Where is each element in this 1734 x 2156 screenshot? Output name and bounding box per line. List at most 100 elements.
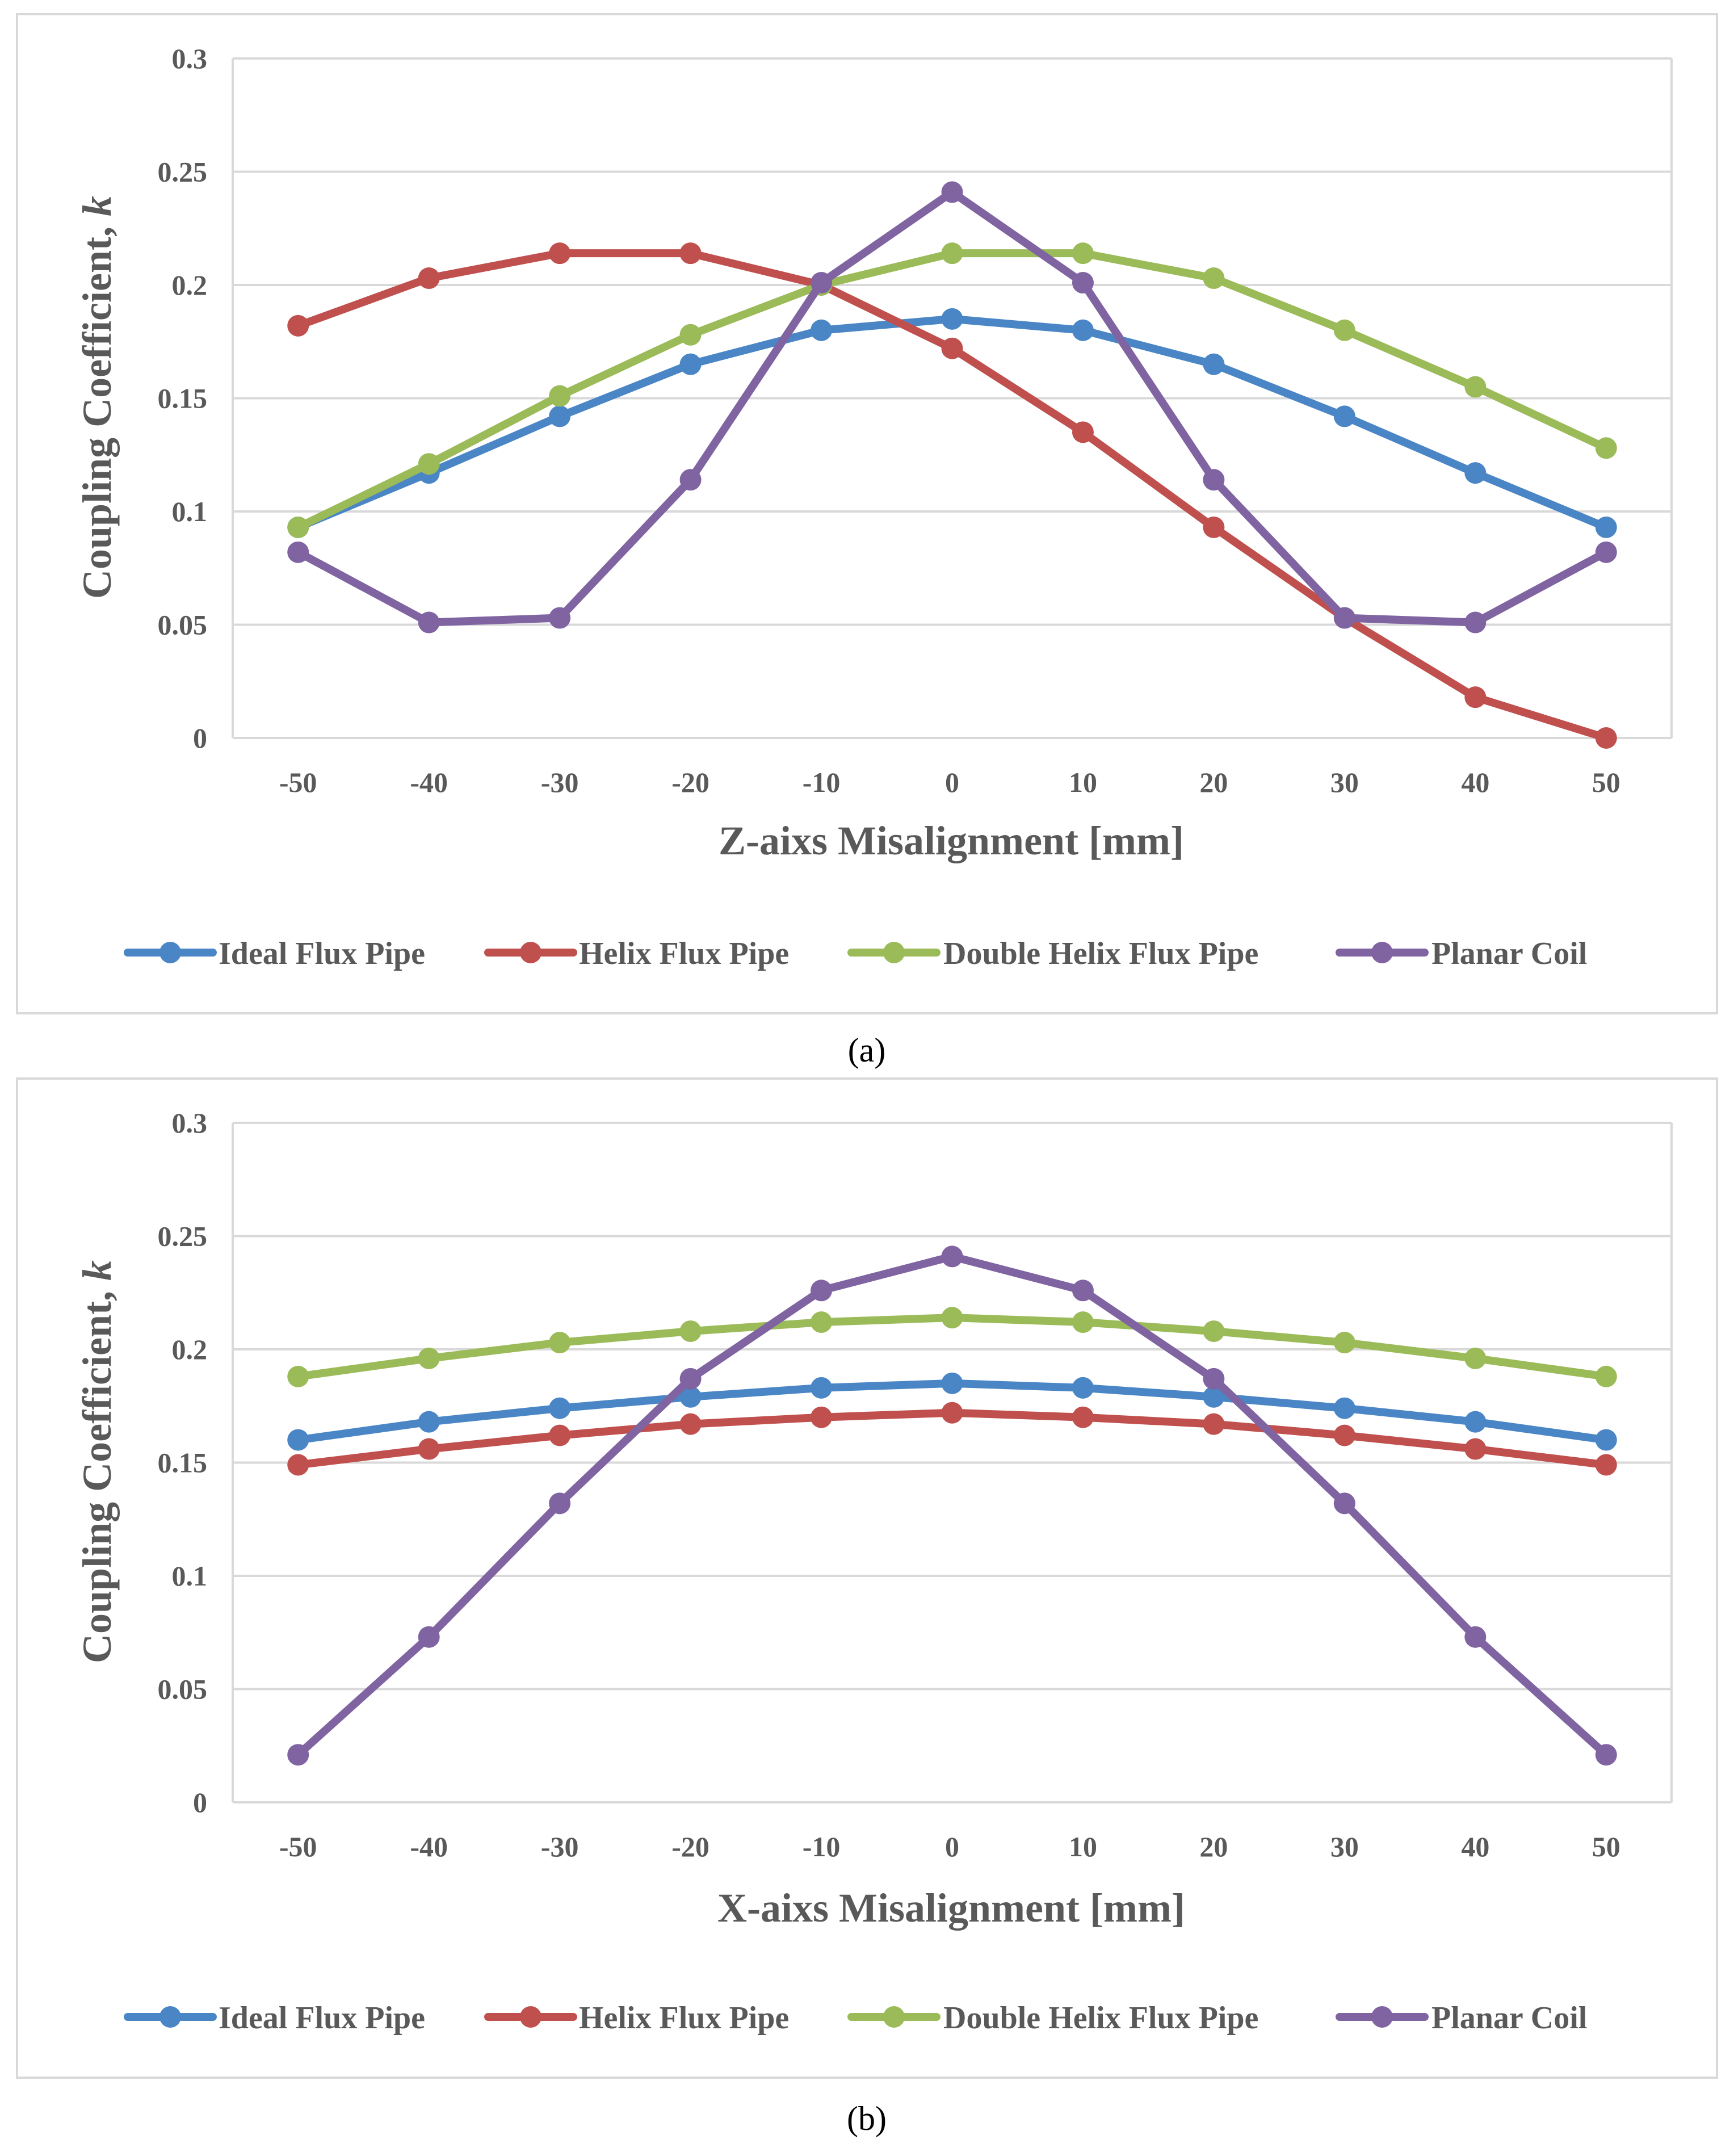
chart-b-data-point bbox=[1595, 1454, 1617, 1476]
chart-a-data-point bbox=[679, 242, 702, 265]
chart-a-data-point bbox=[1072, 319, 1094, 341]
chart-a-data-point bbox=[287, 516, 309, 538]
chart-b-data-point bbox=[1464, 1411, 1487, 1433]
chart-b-data-point bbox=[811, 1311, 833, 1333]
chart-a-data-point bbox=[1203, 267, 1225, 290]
chart-a-data-point bbox=[941, 337, 963, 359]
chart-a-data-point bbox=[1203, 469, 1225, 491]
chart-panel-b: 0 0.05 0.1 0.15 0.2 0.25 0.3 -50 -40 -30 -20 -10 0 1… bbox=[16, 1077, 1718, 2079]
chart-b-y-tick-label: 0.25 bbox=[158, 1220, 208, 1252]
chart-b-data-point bbox=[679, 1320, 702, 1343]
chart-a-y-ticks: 0 0.05 0.1 0.15 0.2 0.25 0.3 bbox=[158, 43, 208, 754]
chart-b-data-point bbox=[811, 1280, 833, 1302]
chart-a-data-point bbox=[1203, 353, 1225, 375]
chart-a-data-point bbox=[418, 453, 440, 475]
chart-b-x-tick-label: -20 bbox=[671, 1831, 709, 1863]
chart-a-x-tick-label: 30 bbox=[1330, 766, 1359, 798]
chart-b-data-point bbox=[1203, 1368, 1225, 1390]
chart-b-data-point bbox=[1595, 1744, 1617, 1766]
chart-a-x-tick-label: 10 bbox=[1069, 766, 1097, 798]
chart-b-data-point bbox=[1072, 1406, 1094, 1428]
chart-b-x-tick-label: 20 bbox=[1199, 1831, 1228, 1863]
chart-b-x-tick-label: 40 bbox=[1461, 1831, 1489, 1863]
chart-b-data-point bbox=[1333, 1332, 1355, 1354]
chart-a-x-tick-label: -40 bbox=[410, 766, 448, 798]
chart-b-x-tick-label: 0 bbox=[945, 1831, 959, 1863]
chart-a-legend-label: Planar Coil bbox=[1431, 936, 1587, 971]
chart-b-gridlines bbox=[232, 1122, 1673, 1803]
chart-b-legend-label: Planar Coil bbox=[1431, 2000, 1587, 2036]
chart-a-data-point bbox=[1464, 376, 1487, 398]
chart-a-data-point bbox=[1595, 541, 1617, 563]
chart-a-data-point bbox=[1203, 516, 1225, 538]
chart-b-data-point bbox=[418, 1347, 440, 1369]
chart-b-x-tick-label: 10 bbox=[1069, 1831, 1097, 1863]
chart-b-data-point bbox=[941, 1307, 963, 1329]
chart-a-data-point bbox=[1595, 437, 1617, 459]
chart-b-data-point bbox=[1333, 1397, 1355, 1419]
chart-b-x-tick-label: -10 bbox=[803, 1831, 841, 1863]
chart-a-x-tick-label: -10 bbox=[803, 766, 841, 798]
chart-b-data-point bbox=[549, 1332, 571, 1354]
chart-b-data-point bbox=[1203, 1386, 1225, 1408]
chart-b-y-tick-label: 0.15 bbox=[158, 1447, 208, 1479]
chart-a-y-tick-label: 0.2 bbox=[172, 269, 208, 301]
chart-a-legend-marker bbox=[1371, 942, 1393, 963]
chart-a-data-point bbox=[549, 607, 571, 629]
chart-b-legend-marker bbox=[520, 2006, 541, 2028]
chart-a-data-point bbox=[1333, 319, 1355, 341]
chart-a-data-point bbox=[1072, 421, 1094, 443]
chart-b-data-point bbox=[1203, 1413, 1225, 1435]
chart-b-legend-label: Helix Flux Pipe bbox=[579, 2000, 789, 2036]
chart-b-data-point bbox=[418, 1438, 440, 1460]
chart-a-legend-label: Ideal Flux Pipe bbox=[219, 936, 425, 971]
chart-a-x-tick-label: -30 bbox=[541, 766, 579, 798]
chart-a-y-tick-label: 0.05 bbox=[158, 609, 208, 641]
chart-a-x-ticks: -50 -40 -30 -20 -10 0 10 20 30 40 50 bbox=[279, 766, 1620, 798]
chart-a-data-point bbox=[1072, 242, 1094, 265]
chart-b-data-point bbox=[287, 1365, 309, 1387]
chart-a-data-point bbox=[811, 272, 833, 294]
chart-b-data-point bbox=[1203, 1320, 1225, 1343]
chart-a-legend-marker bbox=[520, 942, 541, 963]
chart-a-x-tick-label: 20 bbox=[1199, 766, 1228, 798]
chart-a-data-point bbox=[287, 541, 309, 563]
chart-b-legend: Ideal Flux Pipe Helix Flux Pipe Double Hel… bbox=[124, 2000, 1587, 2036]
chart-b-x-axis-title: X-aixs Misalignment [mm] bbox=[717, 1885, 1185, 1931]
chart-b-data-point bbox=[1072, 1280, 1094, 1302]
chart-a-legend-marker bbox=[159, 942, 181, 963]
chart-b-data-point bbox=[811, 1406, 833, 1428]
chart-panel-a: 0 0.05 0.1 0.15 0.2 0.25 0.3 -50 -40 -30 -20 -10 0 1… bbox=[16, 13, 1718, 1014]
chart-b-data-point bbox=[1464, 1438, 1487, 1460]
chart-b-data-point bbox=[1072, 1311, 1094, 1333]
chart-a-data-point bbox=[941, 308, 963, 330]
chart-b-legend-label: Double Helix Flux Pipe bbox=[943, 2000, 1258, 2036]
chart-b-data-point bbox=[1072, 1377, 1094, 1399]
chart-b-data-point bbox=[287, 1454, 309, 1476]
chart-b-data-point bbox=[941, 1372, 963, 1394]
chart-a-x-axis-title: Z-aixs Misalignment [mm] bbox=[719, 818, 1184, 863]
chart-b-data-point bbox=[418, 1626, 440, 1648]
chart-b-y-tick-label: 0.1 bbox=[172, 1560, 208, 1592]
chart-a-x-tick-label: 0 bbox=[945, 766, 959, 798]
chart-b-caption: (b) bbox=[847, 2100, 887, 2137]
chart-b-data-point bbox=[549, 1424, 571, 1446]
chart-a-data-point bbox=[679, 469, 702, 491]
chart-b-legend-marker bbox=[883, 2006, 905, 2028]
chart-b-x-tick-label: 50 bbox=[1592, 1831, 1620, 1863]
chart-b-y-tick-label: 0 bbox=[193, 1786, 207, 1818]
chart-a-series bbox=[287, 181, 1617, 749]
chart-b-data-point bbox=[287, 1744, 309, 1766]
chart-b-y-tick-label: 0.2 bbox=[172, 1333, 208, 1365]
chart-a-data-point bbox=[287, 314, 309, 337]
chart-a-y-axis-title: Coupling Coefficient, k bbox=[74, 196, 120, 599]
chart-a-y-tick-label: 0.25 bbox=[158, 156, 208, 188]
chart-b-data-point bbox=[941, 1245, 963, 1268]
chart-a-data-point bbox=[549, 405, 571, 427]
chart-b-data-point bbox=[941, 1402, 963, 1424]
chart-b-legend-label: Ideal Flux Pipe bbox=[219, 2000, 425, 2036]
chart-a-x-tick-label: -50 bbox=[279, 766, 317, 798]
chart-a-data-point bbox=[549, 385, 571, 407]
chart-a-data-point bbox=[1595, 516, 1617, 538]
